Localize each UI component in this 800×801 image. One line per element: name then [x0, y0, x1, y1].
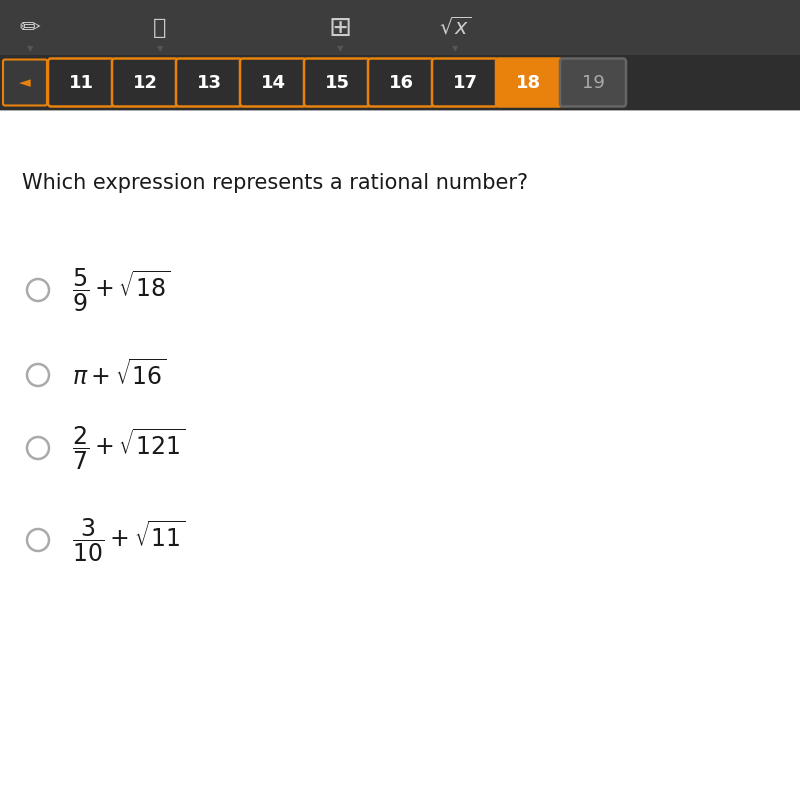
Circle shape: [27, 364, 49, 386]
Circle shape: [27, 437, 49, 459]
FancyBboxPatch shape: [304, 58, 370, 107]
Bar: [0, 0, 800, 55]
Text: 14: 14: [261, 74, 286, 91]
Text: $\sqrt{x}$: $\sqrt{x}$: [438, 17, 471, 38]
Bar: [0, 55, 800, 110]
Text: ▼: ▼: [26, 44, 34, 53]
Text: $\dfrac{2}{7}+\sqrt{121}$: $\dfrac{2}{7}+\sqrt{121}$: [72, 425, 186, 472]
Text: ◄: ◄: [19, 75, 31, 90]
Text: 16: 16: [389, 74, 414, 91]
Text: $\dfrac{5}{9}+\sqrt{18}$: $\dfrac{5}{9}+\sqrt{18}$: [72, 266, 170, 314]
FancyBboxPatch shape: [176, 58, 242, 107]
Text: ▼: ▼: [452, 44, 458, 53]
Text: 18: 18: [517, 74, 542, 91]
Text: 11: 11: [69, 74, 94, 91]
Circle shape: [27, 529, 49, 551]
Text: Which expression represents a rational number?: Which expression represents a rational n…: [22, 173, 528, 193]
Text: 12: 12: [133, 74, 158, 91]
FancyBboxPatch shape: [496, 58, 562, 107]
Text: 15: 15: [325, 74, 350, 91]
FancyBboxPatch shape: [432, 58, 498, 107]
FancyBboxPatch shape: [560, 58, 626, 107]
Text: ✏: ✏: [19, 15, 41, 39]
Text: 19: 19: [582, 74, 605, 91]
Text: 17: 17: [453, 74, 478, 91]
Text: $\pi+\sqrt{16}$: $\pi+\sqrt{16}$: [72, 360, 167, 390]
Text: ▼: ▼: [157, 44, 163, 53]
Text: ▼: ▼: [337, 44, 343, 53]
FancyBboxPatch shape: [48, 58, 114, 107]
Text: $\dfrac{3}{10}+\sqrt{11}$: $\dfrac{3}{10}+\sqrt{11}$: [72, 517, 186, 564]
Text: 🎧: 🎧: [154, 18, 166, 38]
Text: 13: 13: [197, 74, 222, 91]
Circle shape: [27, 279, 49, 301]
FancyBboxPatch shape: [112, 58, 178, 107]
FancyBboxPatch shape: [240, 58, 306, 107]
FancyBboxPatch shape: [3, 59, 47, 106]
Text: ⊞: ⊞: [328, 14, 352, 42]
FancyBboxPatch shape: [368, 58, 434, 107]
